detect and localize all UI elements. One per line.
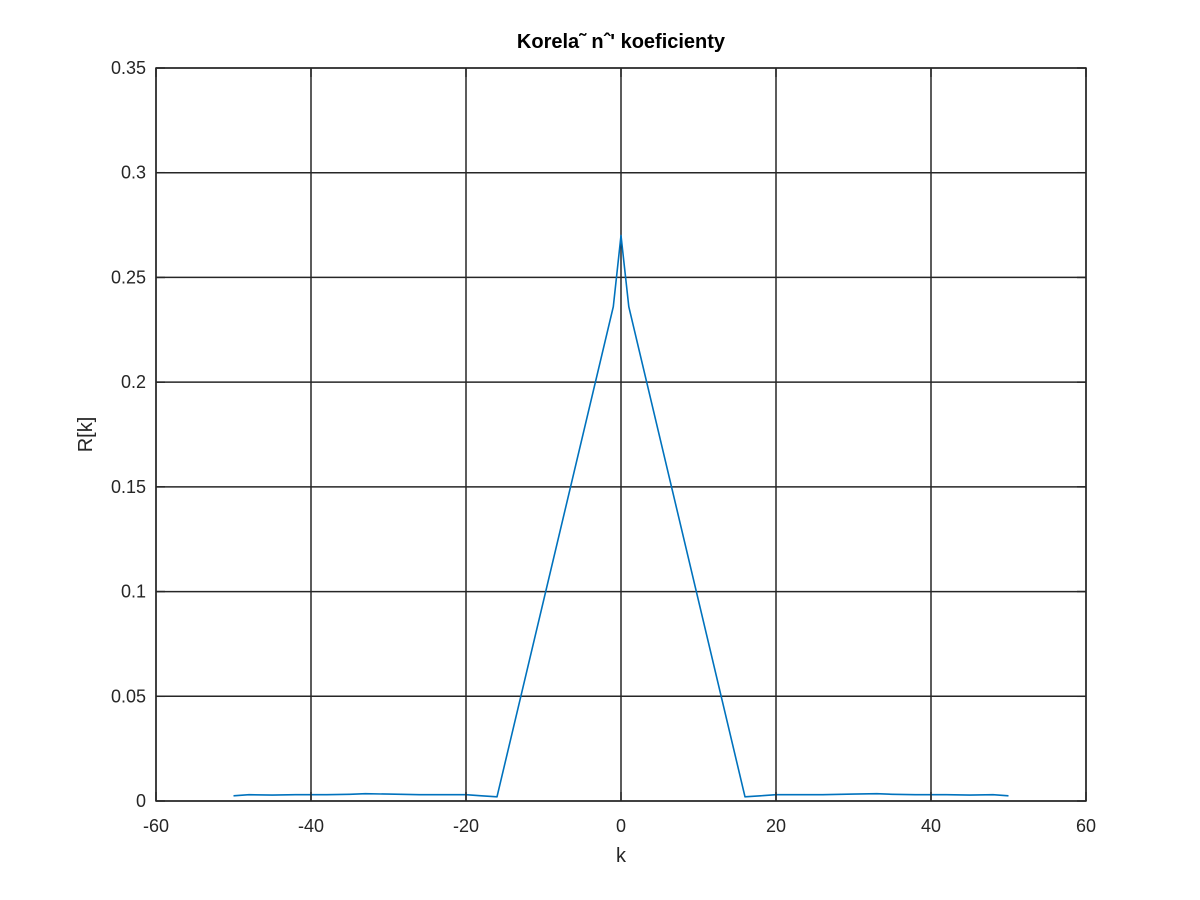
grid	[155, 67, 1087, 802]
series-layer	[233, 234, 1009, 798]
x-tick-label: 20	[766, 816, 786, 836]
y-tick-label: 0.35	[111, 58, 146, 78]
y-tick-label: 0.25	[111, 267, 146, 287]
y-tick-label: 0	[136, 791, 146, 811]
x-tick-label: -40	[298, 816, 324, 836]
ticks: -60 -40 -20 0 20 40 60 0 0.05 0.1 0.15 0.2 0.25 0.3 0.…	[111, 58, 1096, 836]
x-tick-label: 40	[921, 816, 941, 836]
x-tick-label: 0	[616, 816, 626, 836]
y-axis-label: R[k]	[75, 417, 97, 453]
series-line	[233, 234, 1009, 798]
y-tick-label: 0.2	[121, 372, 146, 392]
x-tick-label: -60	[143, 816, 169, 836]
x-tick-label: -20	[453, 816, 479, 836]
y-tick-label: 0.1	[121, 582, 146, 602]
y-tick-label: 0.15	[111, 477, 146, 497]
y-tick-label: 0.05	[111, 686, 146, 706]
x-tick-label: 60	[1076, 816, 1096, 836]
chart-title: Korela˜ nˆ' koeficienty	[517, 31, 726, 53]
x-axis-label: k	[616, 845, 627, 867]
y-tick-label: 0.3	[121, 163, 146, 183]
